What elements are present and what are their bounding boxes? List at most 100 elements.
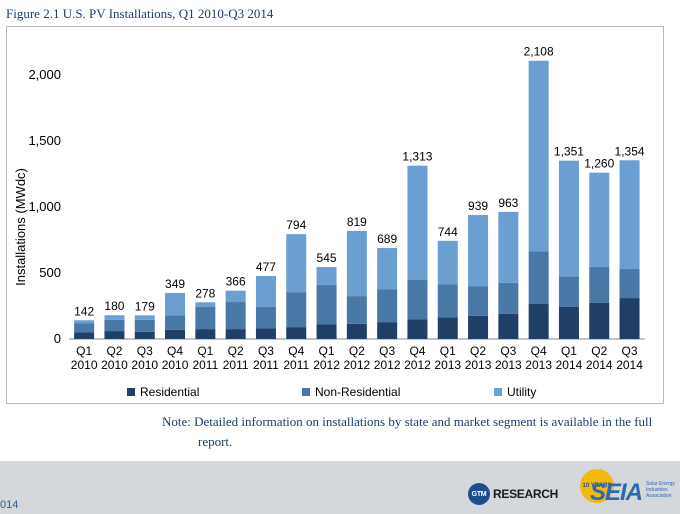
x-tick-year: 2014 <box>586 358 613 372</box>
gtm-logo-mark: GTM <box>468 483 490 505</box>
x-tick-year: 2012 <box>404 358 431 372</box>
bar-utility <box>134 315 155 320</box>
bar-residential <box>255 328 276 339</box>
total-label: 794 <box>286 218 306 232</box>
bar-residential <box>407 319 428 339</box>
total-label: 278 <box>195 286 215 300</box>
bar-residential <box>195 329 216 339</box>
x-tick-quarter: Q1 <box>561 344 577 358</box>
bars <box>74 60 640 339</box>
bar-utility <box>558 160 579 277</box>
x-tick-quarter: Q1 <box>440 344 456 358</box>
y-axis: 0 500 1,000 1,500 2,000 <box>28 67 645 346</box>
bar-residential <box>346 323 367 339</box>
bar-residential <box>589 302 610 339</box>
x-tick-quarter: Q2 <box>349 344 365 358</box>
x-tick-year: 2013 <box>525 358 552 372</box>
bar-residential <box>74 332 95 339</box>
x-tick-quarter: Q4 <box>167 344 183 358</box>
bar-non_residential <box>165 315 186 330</box>
bar-utility <box>377 248 398 290</box>
total-label: 1,351 <box>554 145 584 159</box>
bar-utility <box>468 215 489 287</box>
gtm-research-logo: GTM RESEARCH <box>468 481 558 507</box>
seia-10-years-badge: 10 YEARS <box>580 469 614 503</box>
total-label: 939 <box>468 199 488 213</box>
x-tick-year: 2013 <box>434 358 461 372</box>
bar-utility <box>286 234 307 293</box>
gtm-logo-word: RESEARCH <box>493 487 558 501</box>
total-label: 545 <box>317 251 337 265</box>
total-label: 477 <box>256 260 276 274</box>
bar-residential <box>498 313 519 339</box>
bar-non_residential <box>437 284 458 318</box>
y-tick-label: 0 <box>54 331 61 346</box>
x-tick-quarter: Q1 <box>76 344 92 358</box>
bar-utility <box>255 276 276 307</box>
bar-non_residential <box>619 269 640 299</box>
x-tick-year: 2011 <box>192 358 218 372</box>
x-tick-quarter: Q4 <box>288 344 304 358</box>
bar-non_residential <box>74 323 95 333</box>
total-label: 349 <box>165 277 185 291</box>
total-label: 1,354 <box>615 144 645 158</box>
bar-utility <box>528 60 549 252</box>
bar-residential <box>377 322 398 339</box>
legend-label-non_residential: Non-Residential <box>315 385 400 399</box>
x-tick-quarter: Q1 <box>197 344 213 358</box>
footer-bar: 014 GTM RESEARCH 10 YEARS SEIA Solar Ene… <box>0 461 680 514</box>
bar-residential <box>468 315 489 339</box>
bar-non_residential <box>528 251 549 305</box>
bar-residential <box>528 304 549 339</box>
x-tick-year: 2010 <box>71 358 98 372</box>
bar-non_residential <box>407 279 428 320</box>
total-label: 744 <box>438 225 458 239</box>
x-tick-quarter: Q2 <box>228 344 244 358</box>
bar-non_residential <box>498 282 519 314</box>
legend: Residential Non-Residential Utility <box>127 385 536 399</box>
note-line-2: report. <box>198 434 233 449</box>
bar-residential <box>437 317 458 339</box>
y-tick-label: 500 <box>39 265 61 280</box>
total-label: 142 <box>74 304 94 318</box>
bar-non_residential <box>558 276 579 307</box>
bar-utility <box>165 292 186 316</box>
x-tick-year: 2012 <box>313 358 340 372</box>
x-tick-year: 2011 <box>283 358 309 372</box>
bar-utility <box>104 315 125 320</box>
bar-non_residential <box>346 296 367 324</box>
bar-non_residential <box>195 306 216 330</box>
bar-utility <box>437 240 458 285</box>
x-tick-quarter: Q1 <box>319 344 335 358</box>
total-label: 2,108 <box>524 45 554 59</box>
bar-non_residential <box>104 319 125 332</box>
seia-logo-subtitle: Solar Energy Industries Association <box>646 481 675 499</box>
x-tick-year: 2013 <box>495 358 522 372</box>
x-tick-quarter: Q2 <box>470 344 486 358</box>
bar-non_residential <box>255 306 276 329</box>
bar-non_residential <box>377 289 398 323</box>
x-tick-year: 2010 <box>162 358 189 372</box>
bar-utility <box>619 160 640 270</box>
bar-non_residential <box>316 284 337 325</box>
x-axis: Q12010Q22010Q32010Q42010Q12011Q22011Q320… <box>71 344 643 372</box>
total-label: 689 <box>377 232 397 246</box>
x-tick-year: 2011 <box>223 358 249 372</box>
total-labels: 142 180 179 349 278 366 477 794 545 819 689 1,313 74… <box>74 45 645 319</box>
bar-residential <box>225 329 246 339</box>
seia-logo-word: SEIA <box>590 479 643 506</box>
bar-non_residential <box>468 286 489 316</box>
x-tick-year: 2014 <box>556 358 583 372</box>
x-tick-quarter: Q4 <box>531 344 547 358</box>
legend-label-utility: Utility <box>507 385 536 399</box>
x-tick-year: 2010 <box>131 358 158 372</box>
x-tick-quarter: Q2 <box>591 344 607 358</box>
bar-utility <box>225 290 246 303</box>
bar-utility <box>407 165 428 280</box>
x-tick-quarter: Q3 <box>258 344 274 358</box>
x-tick-year: 2012 <box>374 358 401 372</box>
chart-frame: 0 500 1,000 1,500 2,000 142 180 179 349 278 366 47… <box>6 26 664 404</box>
x-tick-quarter: Q3 <box>137 344 153 358</box>
figure-title: Figure 2.1 U.S. PV Installations, Q1 201… <box>6 6 274 21</box>
bar-residential <box>165 329 186 339</box>
